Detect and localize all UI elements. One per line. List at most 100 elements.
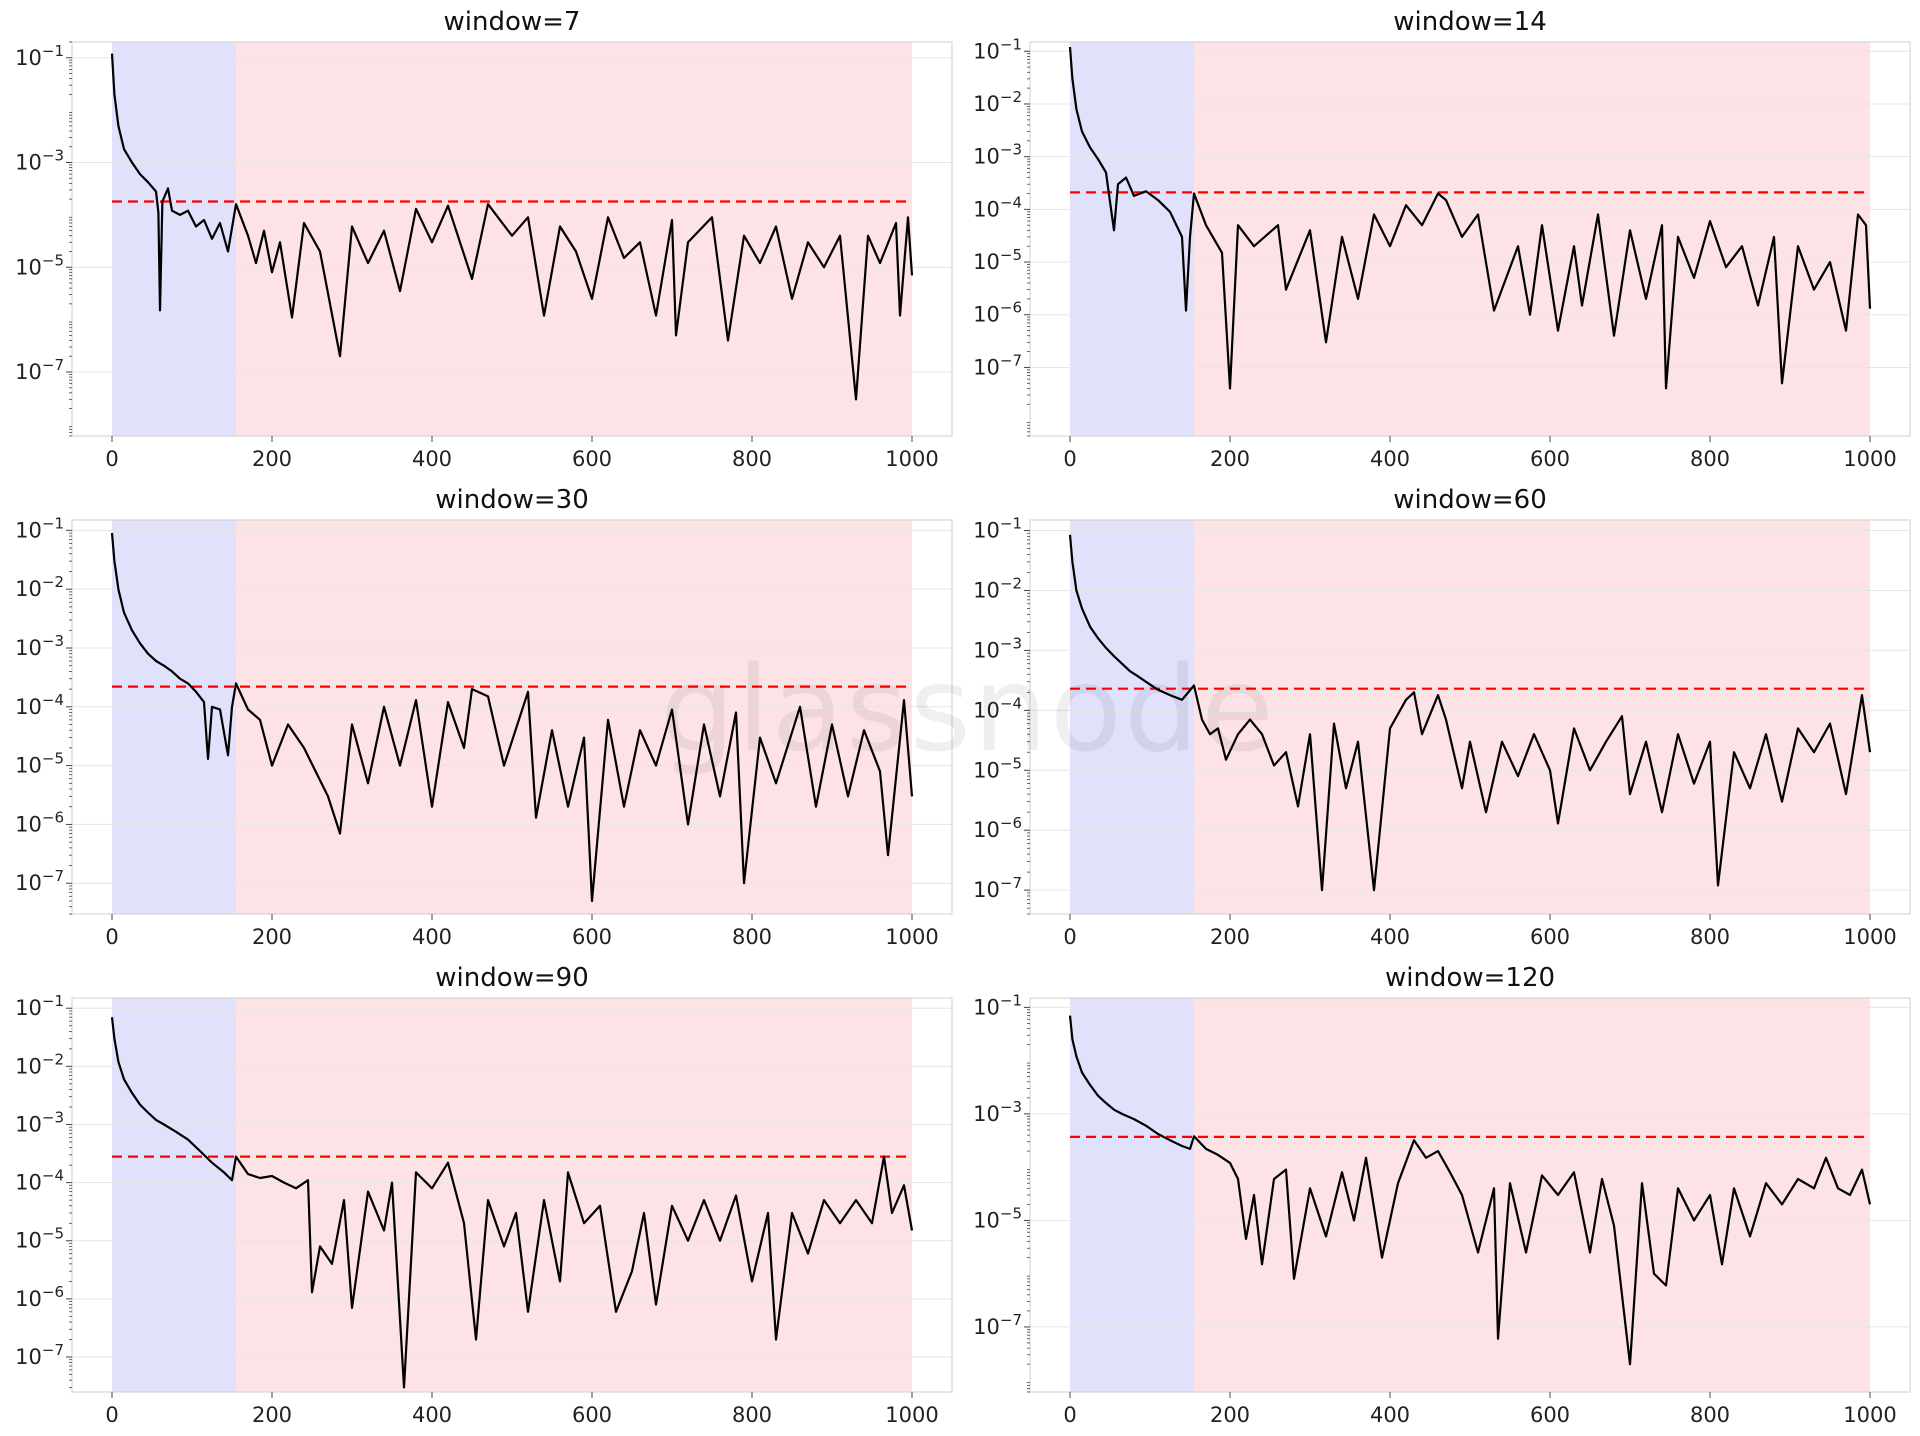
- x-tick-label: 600: [1530, 1403, 1570, 1427]
- series-line: [110, 1017, 914, 1389]
- panel-6: 10−1 10−3 10−5 10−7 0 200 400 600 800 1000 window=…: [973, 963, 1911, 1427]
- y-tick-label: 10−3: [973, 634, 1022, 662]
- x-tick-label: 1000: [885, 447, 938, 471]
- x-tick-label: 1000: [1843, 1403, 1896, 1427]
- shaded-region-late: [236, 42, 912, 436]
- y-tick-label: 10−7: [15, 867, 64, 895]
- shaded-region-late: [1194, 520, 1870, 914]
- x-tick-label: 1000: [1843, 447, 1896, 471]
- x-tick-label: 0: [105, 1403, 118, 1427]
- x-tick-label: 800: [732, 925, 772, 949]
- x-tick-label: 600: [1530, 447, 1570, 471]
- y-tick-label: 10−4: [15, 1167, 64, 1195]
- x-tick-label: 200: [1210, 925, 1250, 949]
- x-tick-label: 200: [1210, 447, 1250, 471]
- y-tick-label: 10−6: [973, 299, 1022, 327]
- x-tick-label: 0: [105, 447, 118, 471]
- axes-frame: [71, 41, 953, 437]
- y-tick-label: 10−7: [15, 1341, 64, 1369]
- shaded-region-early: [1070, 42, 1194, 436]
- y-tick-label: 10−7: [973, 1311, 1022, 1339]
- x-tick-label: 0: [105, 925, 118, 949]
- y-tick-label: 10−7: [973, 351, 1022, 379]
- panel-3: 10−1 10−2 10−3 10−4 10−5 10−6 10−7 0 200 400 600 80…: [15, 485, 953, 949]
- x-tick-label: 600: [1530, 925, 1570, 949]
- x-tick-label: 0: [1063, 447, 1076, 471]
- y-tick-label: 10−5: [973, 1204, 1022, 1232]
- shaded-region-early: [1070, 520, 1194, 914]
- x-tick-label: 200: [252, 925, 292, 949]
- y-tick-label: 10−2: [973, 88, 1022, 116]
- x-tick-label: 200: [252, 447, 292, 471]
- shaded-region-late: [1194, 998, 1870, 1392]
- shaded-region-early: [112, 520, 236, 914]
- x-tick-label: 800: [732, 447, 772, 471]
- axes-frame: [1029, 519, 1911, 915]
- y-tick-label: 10−1: [973, 991, 1022, 1019]
- y-tick-label: 10−5: [15, 750, 64, 778]
- y-tick-label: 10−3: [15, 632, 64, 660]
- panel-2: 10−1 10−2 10−3 10−4 10−5 10−6 10−7 0 200 400 600 80…: [973, 7, 1911, 471]
- y-tick-label: 10−6: [15, 1283, 64, 1311]
- watermark: glassnode: [660, 640, 1276, 778]
- x-tick-label: 600: [572, 447, 612, 471]
- panel-title: window=14: [1393, 7, 1547, 37]
- panel-title: window=60: [1393, 485, 1547, 515]
- series-line: [1068, 534, 1872, 892]
- y-tick-label: 10−4: [973, 193, 1022, 221]
- x-tick-label: 600: [572, 925, 612, 949]
- x-tick-label: 400: [1370, 1403, 1410, 1427]
- x-tick-label: 800: [1690, 447, 1730, 471]
- shaded-region-early: [1070, 998, 1194, 1392]
- panel-5: 10−1 10−2 10−3 10−4 10−5 10−6 10−7 0 200 400 600 80…: [15, 963, 953, 1427]
- y-tick-label: 10−1: [15, 992, 64, 1020]
- y-tick-label: 10−1: [973, 35, 1022, 63]
- shaded-region-early: [112, 42, 236, 436]
- x-tick-label: 1000: [1843, 925, 1896, 949]
- x-tick-label: 400: [412, 1403, 452, 1427]
- x-tick-label: 200: [1210, 1403, 1250, 1427]
- series-line: [110, 53, 914, 401]
- y-tick-label: 10−5: [973, 754, 1022, 782]
- shaded-region-late: [236, 520, 912, 914]
- axes-frame: [71, 519, 953, 915]
- x-tick-label: 800: [1690, 1403, 1730, 1427]
- y-tick-label: 10−2: [973, 574, 1022, 602]
- y-tick-label: 10−3: [973, 141, 1022, 169]
- y-tick-label: 10−2: [15, 1050, 64, 1078]
- x-tick-label: 400: [412, 925, 452, 949]
- y-tick-label: 10−7: [15, 356, 64, 384]
- shaded-region-early: [112, 998, 236, 1392]
- series-line: [1068, 1015, 1872, 1366]
- y-tick-label: 10−5: [15, 1225, 64, 1253]
- x-tick-label: 400: [1370, 447, 1410, 471]
- x-tick-label: 1000: [885, 1403, 938, 1427]
- y-tick-label: 10−6: [973, 814, 1022, 842]
- series-line: [110, 532, 914, 903]
- x-tick-label: 800: [1690, 925, 1730, 949]
- axes-frame: [71, 997, 953, 1393]
- x-tick-label: 200: [252, 1403, 292, 1427]
- y-tick-label: 10−5: [973, 246, 1022, 274]
- x-tick-label: 1000: [885, 925, 938, 949]
- panel-title: window=30: [435, 485, 589, 515]
- y-tick-label: 10−3: [973, 1098, 1022, 1126]
- y-tick-label: 10−4: [15, 691, 64, 719]
- x-tick-label: 400: [412, 447, 452, 471]
- x-tick-label: 400: [1370, 925, 1410, 949]
- series-line: [1068, 47, 1872, 390]
- y-tick-label: 10−1: [973, 515, 1022, 543]
- y-tick-label: 10−7: [973, 874, 1022, 902]
- panel-title: window=90: [435, 963, 589, 993]
- y-tick-label: 10−4: [973, 694, 1022, 722]
- x-tick-label: 0: [1063, 925, 1076, 949]
- shaded-region-late: [1194, 42, 1870, 436]
- panel-title: window=120: [1385, 963, 1555, 993]
- x-tick-label: 600: [572, 1403, 612, 1427]
- panel-1: 10−1 10−3 10−5 10−7 0 200 400 600 800 1000 window=…: [15, 7, 953, 471]
- y-tick-label: 10−5: [15, 251, 64, 279]
- y-tick-label: 10−2: [15, 573, 64, 601]
- y-tick-label: 10−3: [15, 1108, 64, 1136]
- y-tick-label: 10−3: [15, 147, 64, 175]
